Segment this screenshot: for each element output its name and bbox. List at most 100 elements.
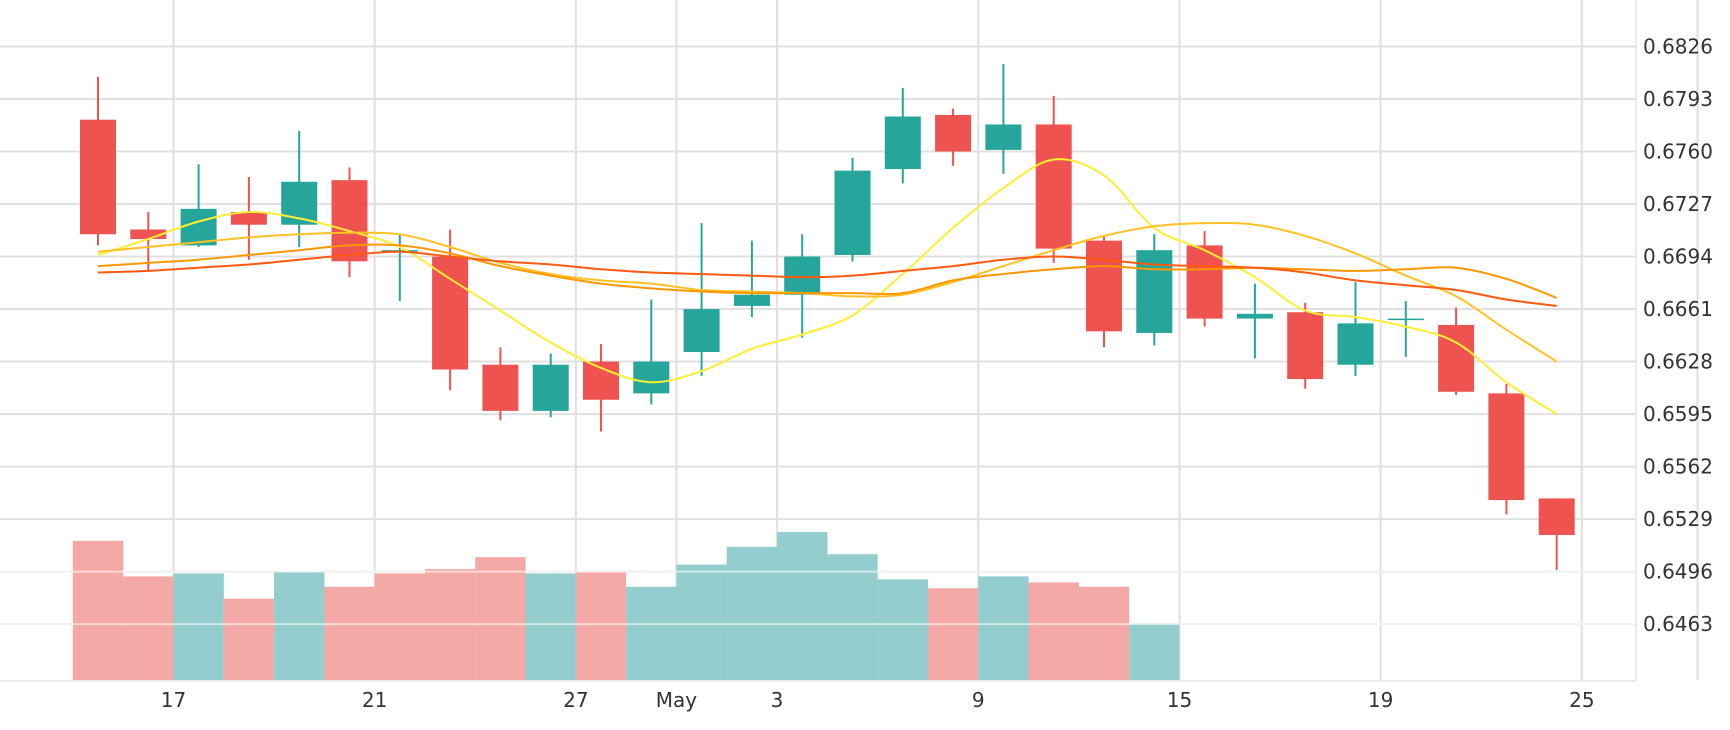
candle-body [935, 114, 972, 152]
candle-body [1086, 240, 1122, 332]
candle-body [482, 364, 519, 411]
volume-bar [726, 546, 778, 680]
moving-average-lines [97, 158, 1558, 415]
candle [1086, 235, 1122, 348]
y-tick-label: 0.6463 [1643, 612, 1713, 636]
y-tick-label: 0.6628 [1643, 350, 1713, 374]
candle [985, 64, 1022, 174]
x-tick-label: May [656, 688, 698, 712]
moving-average-line [97, 250, 1557, 307]
x-tick-label: 25 [1569, 688, 1594, 712]
volume-bar [877, 579, 928, 680]
candle [1186, 231, 1223, 327]
volume-bar [525, 573, 576, 680]
candle-body [1035, 124, 1072, 249]
y-tick-label: 0.6496 [1643, 560, 1713, 584]
candle-body [683, 309, 720, 353]
candle [583, 344, 619, 432]
volume-bar [978, 576, 1029, 680]
y-tick-label: 0.6661 [1643, 297, 1713, 321]
candle [884, 87, 921, 184]
candle-body [1287, 312, 1324, 380]
candle-body [331, 180, 368, 262]
moving-average-line [97, 243, 1558, 299]
candle-body [130, 229, 167, 240]
y-tick-label: 0.6595 [1643, 402, 1713, 426]
y-tick-label: 0.6793 [1643, 87, 1713, 111]
volume-bar [927, 588, 979, 680]
x-tick-label: 15 [1167, 688, 1192, 712]
candle [935, 108, 972, 166]
volume-bar [827, 554, 878, 680]
volume-bar [223, 598, 275, 680]
candle-body [884, 116, 921, 170]
candle-body [985, 124, 1022, 150]
candle [482, 347, 519, 421]
candle [1337, 282, 1374, 376]
candle-body [633, 361, 670, 394]
candle [331, 167, 368, 278]
y-tick-label: 0.6529 [1643, 507, 1713, 531]
candle-body [784, 256, 821, 295]
x-tick-label: 27 [563, 688, 588, 712]
candle [834, 157, 871, 262]
volume-bar [1078, 586, 1130, 680]
candle [80, 76, 116, 246]
volume-bar [1028, 582, 1079, 680]
y-tick-label: 0.6760 [1643, 140, 1713, 164]
candle-body [1538, 498, 1575, 536]
x-tick-label: 17 [161, 688, 186, 712]
y-tick-label: 0.6694 [1643, 245, 1713, 269]
candle [733, 240, 770, 318]
candle-body [1186, 245, 1223, 319]
volume-bars [0, 532, 1636, 680]
volume-bar [123, 576, 174, 680]
candle [1236, 283, 1273, 359]
candle [130, 211, 167, 271]
candle [784, 234, 821, 338]
candle [432, 229, 469, 391]
candle-body [1387, 318, 1424, 321]
candle [1488, 383, 1525, 515]
x-tick-label: 19 [1368, 688, 1393, 712]
candle [683, 223, 720, 376]
axes: 0.6826 0.6793 0.6760 0.6727 0.6694 0.6661 0.66… [0, 0, 1713, 712]
volume-bar [777, 532, 828, 680]
candles [80, 64, 1575, 571]
candle-body [230, 211, 267, 225]
candle-body [532, 364, 569, 411]
volume-bar [1129, 623, 1180, 680]
volume-bar [626, 586, 677, 680]
y-tick-label: 0.6826 [1643, 35, 1713, 59]
candle [1538, 498, 1575, 571]
volume-bar [72, 540, 124, 680]
y-tick-label: 0.6727 [1643, 192, 1713, 216]
candle-body [180, 208, 217, 246]
candle-body [1236, 313, 1273, 319]
candle-body [1337, 323, 1374, 365]
candle-body [1488, 393, 1525, 500]
candle-body [733, 294, 770, 306]
volume-bar [173, 573, 224, 680]
candle [1035, 95, 1072, 263]
moving-average-line [97, 221, 1558, 363]
volume-bar [274, 571, 325, 680]
x-tick-label: 9 [972, 688, 985, 712]
candle [633, 299, 670, 405]
moving-average-line [97, 158, 1558, 415]
candle-body [834, 170, 871, 255]
candle [1287, 302, 1324, 389]
x-tick-label: 3 [771, 688, 784, 712]
candle [1387, 301, 1424, 357]
candle-body [432, 256, 469, 370]
volume-bar [374, 573, 425, 680]
candle [532, 353, 569, 418]
volume-bar [324, 586, 375, 680]
volume-bar [676, 564, 727, 680]
candle [1136, 234, 1173, 346]
volume-bar [575, 571, 627, 680]
candle [180, 164, 217, 247]
candle [281, 130, 318, 247]
